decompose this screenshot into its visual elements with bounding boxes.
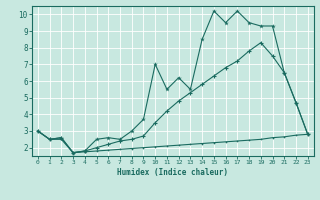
X-axis label: Humidex (Indice chaleur): Humidex (Indice chaleur) (117, 168, 228, 177)
